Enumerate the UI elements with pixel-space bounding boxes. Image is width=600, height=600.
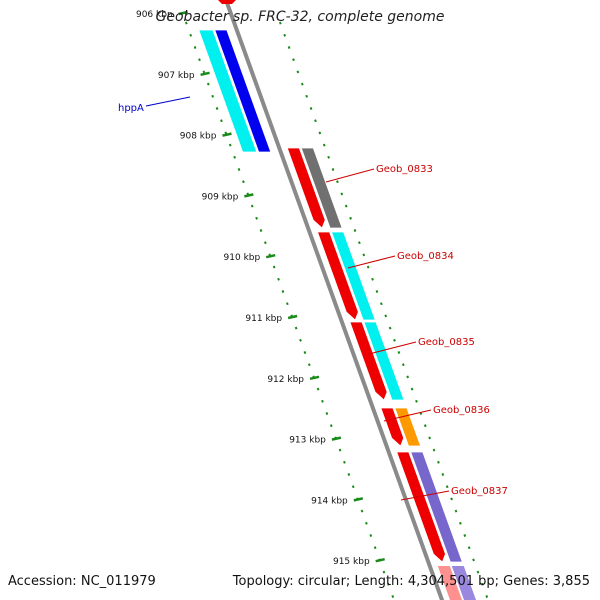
genome-summary: Topology: circular; Length: 4,304,501 bp… — [232, 574, 590, 589]
topology-value: circular — [297, 574, 346, 589]
topology-label: Topology: — [232, 574, 294, 589]
kbp-label: 908 kbp — [180, 132, 217, 142]
gene-label: Geob_0835 — [418, 337, 475, 348]
gene-leader-line — [347, 255, 396, 269]
kbp-label: 913 kbp — [289, 436, 326, 446]
gene-feature[interactable]: Geob_0834 — [316, 231, 454, 321]
gene-shade-bar — [198, 29, 258, 153]
gene-leader-line — [400, 490, 450, 501]
kbp-label: 915 kbp — [333, 557, 370, 567]
gene-shade-partial-bottom — [451, 566, 477, 600]
gene-shade-bar — [330, 231, 376, 321]
genome-backbone — [223, 0, 445, 600]
kbp-major-tick — [287, 314, 298, 320]
gene-shade-bar — [300, 147, 343, 229]
gene-arrow — [349, 321, 388, 401]
kbp-label: 912 kbp — [267, 375, 304, 385]
gene-arrow-partial-bottom — [437, 566, 463, 600]
gene-label: hppA — [118, 103, 144, 114]
kbp-label: 910 kbp — [224, 253, 261, 263]
gene-shade-bar — [363, 321, 405, 401]
gene-leader-line — [145, 96, 191, 107]
gene-arrow — [316, 231, 359, 321]
gene-leader-line — [368, 341, 417, 355]
gene-shade-bar — [394, 407, 422, 447]
tick-track-right — [278, 21, 489, 598]
kbp-major-tick — [353, 497, 364, 502]
gene-arrow-partial-top — [218, 0, 236, 4]
length-label: Length: — [354, 574, 404, 589]
gene-arrow — [214, 29, 272, 153]
gene-arrow — [396, 451, 446, 563]
gene-label: Geob_0833 — [376, 164, 433, 175]
length-value: 4,304,501 bp — [407, 574, 495, 589]
gene-feature[interactable]: hppA — [118, 29, 272, 153]
gene-feature[interactable]: Geob_0835 — [349, 321, 475, 401]
kbp-label: 906 kbp — [136, 10, 173, 20]
tick-track-left — [184, 21, 395, 598]
kbp-label: 911 kbp — [245, 314, 282, 324]
gene-feature[interactable]: Geob_0837 — [396, 451, 508, 563]
gene-arrow — [380, 407, 405, 447]
kbp-scale: 906 kbp 907 kbp 908 kbp 909 kbp 910 kbp 911 k… — [136, 10, 385, 567]
accession-value: NC_011979 — [80, 574, 156, 589]
kbp-major-tick — [331, 436, 342, 441]
accession-label: Accession: — [8, 574, 77, 589]
kbp-major-tick — [309, 375, 320, 381]
gene-label: Geob_0837 — [451, 486, 508, 497]
kbp-label: 907 kbp — [158, 71, 195, 81]
kbp-label: 909 kbp — [202, 192, 239, 202]
kbp-major-tick — [178, 10, 188, 16]
gene-label: Geob_0834 — [397, 251, 454, 262]
gene-features: hppA Geob_0833 Geob_0834 Geob_0835 Geob_0836… — [118, 29, 508, 563]
genes-label: Genes: — [503, 574, 549, 589]
gene-feature[interactable]: Geob_0833 — [286, 147, 433, 229]
gene-feature[interactable]: Geob_0836 — [380, 405, 490, 447]
genes-value: 3,855 — [552, 574, 590, 589]
accession-info: Accession: NC_011979 — [8, 574, 156, 589]
kbp-major-tick — [265, 253, 276, 259]
map-title: Geobacter sp. FRC-32, complete genome — [155, 9, 445, 25]
gene-leader-line — [325, 168, 375, 183]
kbp-major-tick — [222, 132, 232, 137]
gene-arrow — [286, 147, 326, 229]
kbp-major-tick — [244, 193, 254, 198]
kbp-label: 914 kbp — [311, 496, 348, 506]
gene-label: Geob_0836 — [433, 405, 490, 416]
gene-leader-line — [383, 409, 432, 422]
kbp-major-tick — [375, 557, 385, 563]
kbp-major-tick — [200, 71, 210, 77]
gene-shade-bar — [410, 451, 463, 563]
